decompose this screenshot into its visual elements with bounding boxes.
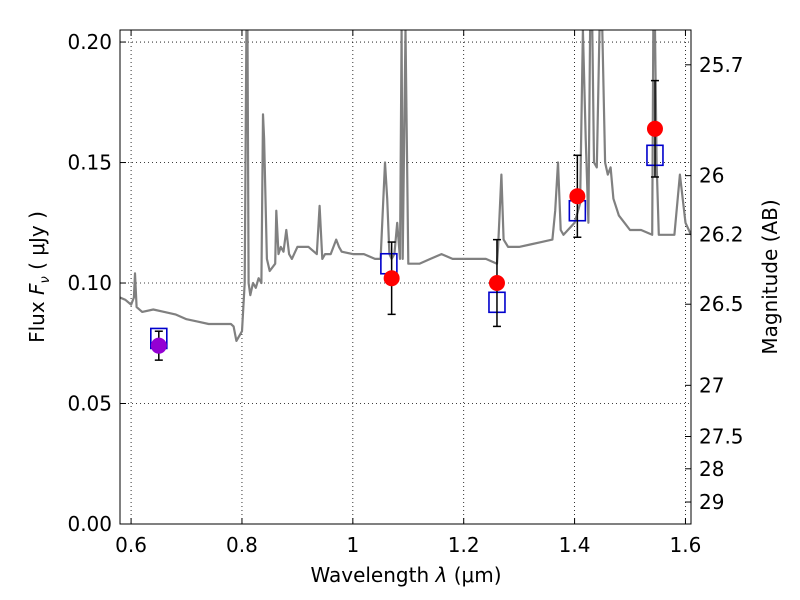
x-tick-label: 0.8 bbox=[226, 533, 258, 557]
magnitude-tick-label: 26.5 bbox=[699, 292, 744, 316]
y-tick-label: 0.15 bbox=[67, 151, 112, 175]
magnitude-tick-label: 27.5 bbox=[699, 425, 744, 449]
observed-point bbox=[646, 120, 663, 137]
x-axis-title: Wavelength λ (μm) bbox=[310, 563, 501, 587]
x-tick-label: 0.6 bbox=[115, 533, 147, 557]
observed-point bbox=[383, 270, 400, 287]
observed-point bbox=[150, 337, 167, 354]
magnitude-tick-label: 26 bbox=[699, 164, 724, 188]
y-tick-label: 0.05 bbox=[67, 392, 112, 416]
plot-frame bbox=[119, 29, 692, 525]
observed-point bbox=[488, 275, 505, 292]
spectrum-line bbox=[120, 30, 691, 342]
axes: 0.6 0.8 1 1.2 1.4 1.6 0.00 0.05 0.10 0.15 0.20 25.7… bbox=[67, 30, 744, 557]
x-tick-label: 1.4 bbox=[559, 533, 591, 557]
y-tick-label: 0.10 bbox=[67, 271, 112, 295]
series-layer bbox=[120, 30, 691, 342]
magnitude-axis-title: Magnitude (AB) bbox=[758, 199, 782, 354]
observed-point bbox=[569, 188, 586, 205]
x-tick-label: 1.6 bbox=[670, 533, 702, 557]
magnitude-tick-label: 29 bbox=[699, 490, 724, 514]
magnitude-tick-label: 26.2 bbox=[699, 222, 744, 246]
x-tick-label: 1 bbox=[346, 533, 359, 557]
magnitude-tick-label: 25.7 bbox=[699, 53, 744, 77]
y-tick-label: 0.20 bbox=[67, 30, 112, 54]
points-layer bbox=[150, 79, 664, 361]
y-tick-label: 0.00 bbox=[67, 512, 112, 536]
x-tick-label: 1.2 bbox=[448, 533, 480, 557]
magnitude-tick-label: 28 bbox=[699, 457, 724, 481]
y-axis-title: Flux Fν ( μJy ) bbox=[25, 211, 53, 343]
magnitude-tick-label: 27 bbox=[699, 373, 724, 397]
